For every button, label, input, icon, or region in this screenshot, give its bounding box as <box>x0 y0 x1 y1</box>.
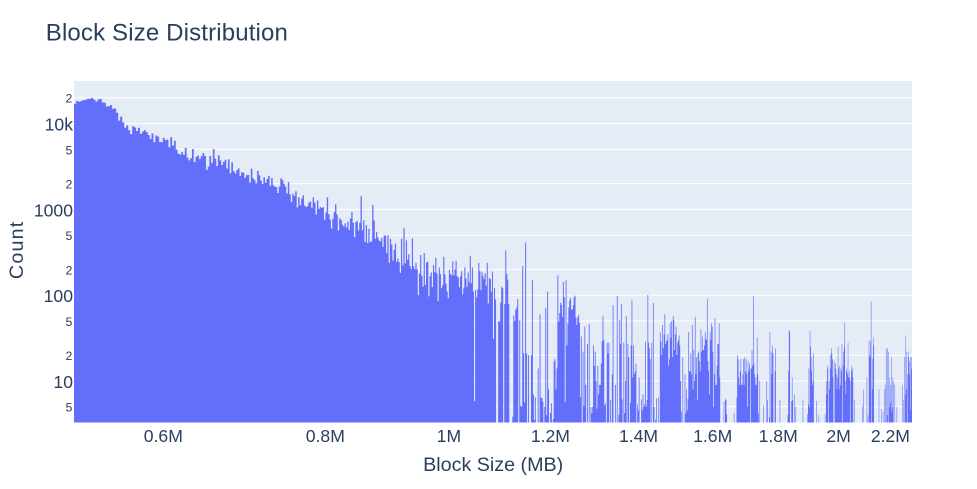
svg-text:10k: 10k <box>45 115 74 135</box>
svg-text:2: 2 <box>65 349 72 363</box>
svg-text:100: 100 <box>44 286 74 306</box>
svg-text:2: 2 <box>65 92 72 106</box>
svg-text:1.6M: 1.6M <box>693 426 732 446</box>
svg-text:0.6M: 0.6M <box>144 426 183 446</box>
svg-text:1M: 1M <box>437 426 461 446</box>
svg-text:1.8M: 1.8M <box>759 426 798 446</box>
svg-text:5: 5 <box>65 401 72 415</box>
svg-text:5: 5 <box>65 315 72 329</box>
svg-text:Block Size (MB): Block Size (MB) <box>423 454 563 476</box>
svg-text:5: 5 <box>65 229 72 243</box>
svg-text:1.2M: 1.2M <box>531 426 570 446</box>
svg-text:Count: Count <box>6 221 28 280</box>
svg-text:0.8M: 0.8M <box>306 426 345 446</box>
svg-text:1.4M: 1.4M <box>619 426 658 446</box>
svg-text:10: 10 <box>53 372 73 392</box>
svg-text:2: 2 <box>65 263 72 277</box>
svg-text:2M: 2M <box>826 426 850 446</box>
svg-text:Block Size Distribution: Block Size Distribution <box>46 19 288 46</box>
svg-text:1000: 1000 <box>34 200 73 220</box>
svg-text:2.2M: 2.2M <box>871 426 910 446</box>
svg-text:2: 2 <box>65 178 72 192</box>
svg-text:5: 5 <box>65 143 72 157</box>
